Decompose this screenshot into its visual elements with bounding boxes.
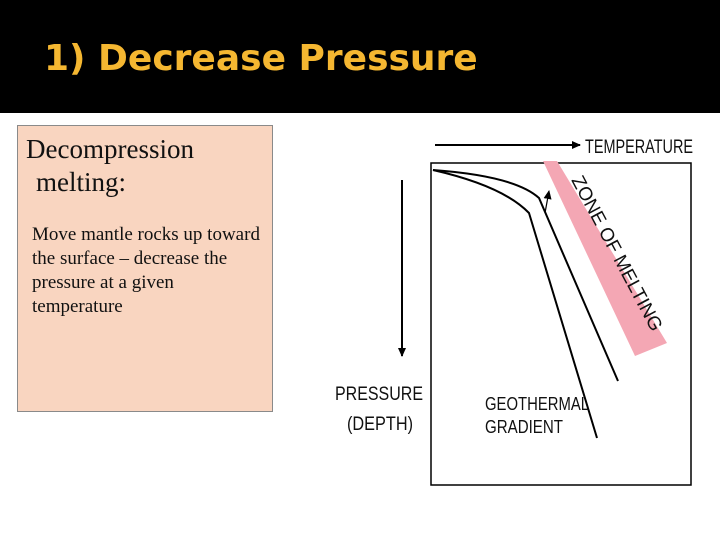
slide-title: 1) Decrease Pressure	[44, 38, 478, 79]
decompression-arrow	[543, 190, 552, 214]
melting-diagram: TEMPERATURE ZONE OF MELTING PRESSURE (DE…	[335, 137, 693, 486]
temperature-label: TEMPERATURE	[585, 137, 693, 158]
text-box-heading: Decompression melting:	[26, 134, 194, 197]
geothermal-gradient-curve	[432, 169, 598, 439]
text-box-body: Move mantle rocks up toward the surface …	[32, 224, 260, 317]
gradient-label: GRADIENT	[485, 417, 563, 437]
solidus-curve	[432, 169, 619, 382]
zone-of-melting-band	[543, 161, 667, 356]
title-bar: 1) Decrease Pressure	[0, 0, 720, 113]
depth-label: (DEPTH)	[347, 414, 413, 435]
text-box: Decompression melting: Move mantle rocks…	[17, 125, 273, 412]
pressure-label: PRESSURE	[335, 384, 423, 405]
geothermal-label: GEOTHERMAL	[485, 394, 589, 414]
